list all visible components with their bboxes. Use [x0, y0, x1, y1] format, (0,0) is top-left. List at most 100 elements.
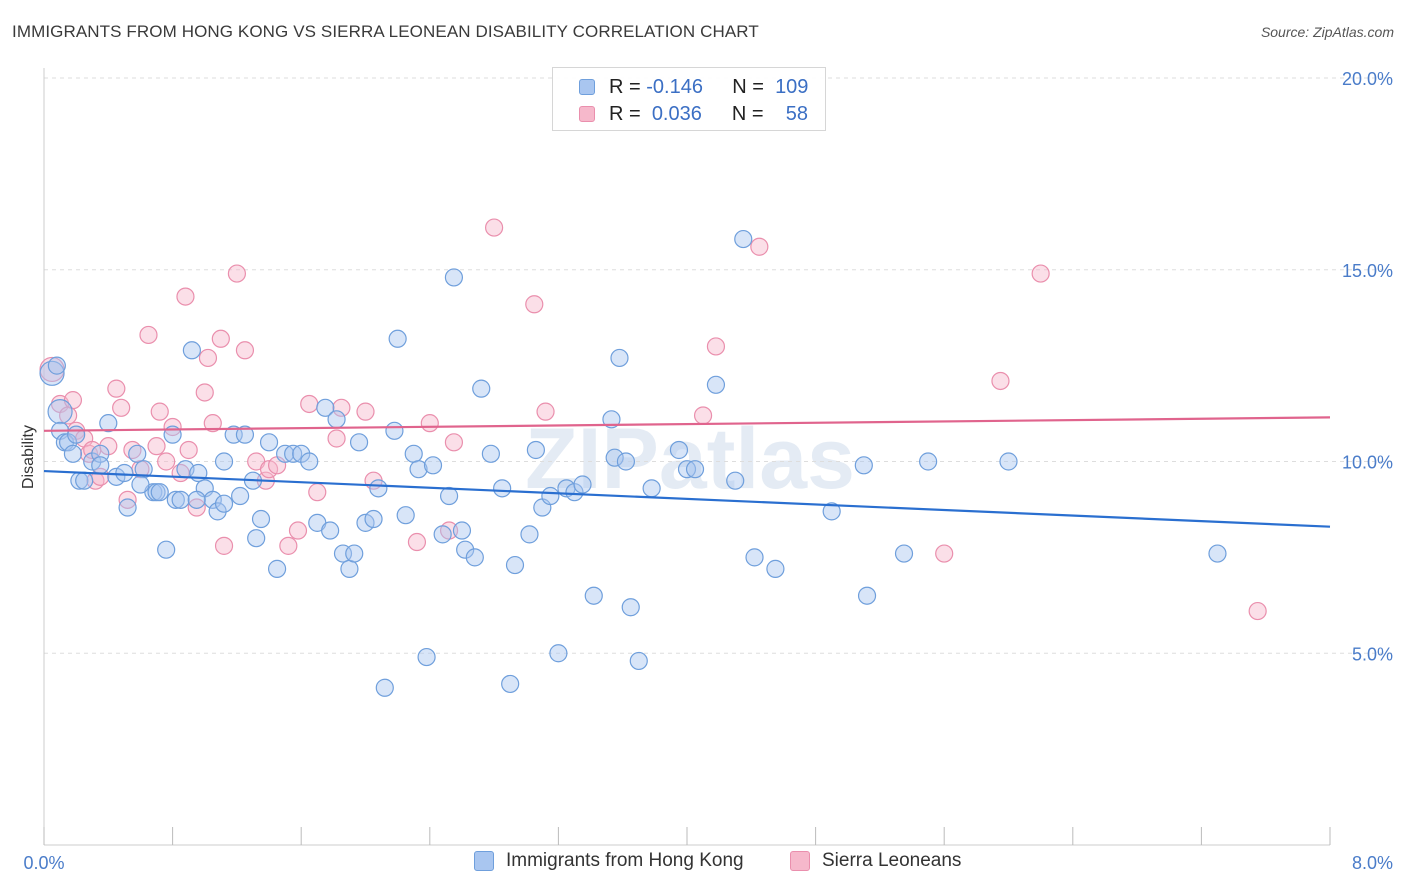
hong-kong-point: [520, 525, 539, 544]
r-label: R =: [609, 102, 641, 125]
sierra-leonean-point: [525, 295, 544, 314]
hong-kong-point: [247, 529, 266, 548]
hong-kong-point: [115, 463, 134, 483]
legend-item-sierra-leoneans: Sierra Leoneans: [790, 850, 961, 872]
hong-kong-point: [375, 678, 394, 697]
hong-kong-point: [433, 525, 452, 544]
hong-kong-point: [259, 433, 279, 452]
correlation-legend: R = -0.146 N = 109 R = 0.036 N = 58: [552, 67, 826, 131]
hong-kong-point: [67, 425, 86, 444]
hong-kong-point: [642, 479, 661, 498]
hong-kong-point: [573, 475, 592, 494]
sierra-leonean-point: [327, 429, 346, 448]
hong-kong-point: [327, 410, 346, 429]
hong-kong-point: [345, 544, 364, 563]
hong-kong-point: [404, 444, 423, 463]
hong-kong-point: [396, 506, 415, 525]
hong-kong-point: [340, 559, 359, 578]
sierra-leonean-trend-line: [43, 416, 1331, 432]
hong-kong-point: [526, 440, 545, 460]
hong-kong-point: [91, 456, 110, 475]
hong-kong-point: [231, 486, 250, 506]
sierra-leonean-point: [332, 398, 351, 417]
y-tick-label: 10.0%: [1342, 453, 1393, 473]
y-tick-label: 5.0%: [1352, 644, 1393, 664]
hong-kong-point: [919, 452, 938, 471]
sierra-leonean-point: [935, 544, 954, 563]
hong-kong-point: [541, 486, 560, 506]
hong-kong-point: [131, 475, 150, 494]
hong-kong-point: [456, 540, 475, 559]
watermark: ZIPatlas: [525, 411, 855, 507]
sierra-leonean-point: [107, 379, 126, 398]
sierra-leonean-point: [176, 287, 195, 306]
hong-kong-point: [203, 490, 222, 509]
hong-kong-point: [214, 452, 234, 471]
hong-kong-point: [47, 399, 73, 425]
y-tick-label: 15.0%: [1342, 261, 1393, 281]
hong-kong-point: [182, 341, 201, 360]
hong-kong-point: [417, 647, 436, 667]
hong-kong-point: [745, 548, 764, 567]
sierra-leonean-point: [211, 329, 230, 348]
hong-kong-point: [602, 410, 621, 429]
sierra-leonean-point: [235, 341, 255, 360]
hong-kong-point: [128, 444, 147, 463]
sierra-leonean-point: [187, 498, 206, 517]
sierra-leonean-point: [157, 452, 176, 471]
hong-kong-point: [549, 644, 568, 663]
hong-kong-point: [364, 509, 383, 529]
chart-title: IMMIGRANTS FROM HONG KONG VS SIERRA LEON…: [12, 22, 759, 41]
hong-kong-point: [171, 490, 190, 509]
sierra-leonean-point: [1031, 264, 1050, 283]
legend-label: Immigrants from Hong Kong: [506, 850, 744, 871]
sierra-leonean-point: [279, 536, 298, 555]
x-tick-label: 8.0%: [1352, 853, 1393, 873]
sierra-leonean-point: [179, 440, 198, 460]
sierra-leonean-point: [203, 414, 222, 433]
sierra-leonean-point: [300, 394, 319, 414]
legend-item-hong-kong: Immigrants from Hong Kong: [474, 850, 744, 872]
hong-kong-point: [621, 598, 640, 617]
hong-kong-point: [166, 490, 185, 509]
legend-swatch-pink: [579, 106, 595, 122]
hong-kong-point: [472, 379, 491, 398]
hong-kong-point: [118, 498, 137, 517]
sierra-leonean-point: [288, 521, 308, 540]
n-value: 58: [785, 102, 808, 125]
sierra-leonean-point: [118, 490, 137, 509]
legend-label: Sierra Leoneans: [822, 850, 962, 871]
hong-kong-point: [134, 460, 153, 479]
sierra-leonean-point: [356, 402, 375, 421]
hong-kong-trend-line: [43, 469, 1331, 528]
hong-kong-point: [251, 509, 271, 529]
hong-kong-point: [452, 521, 472, 540]
hong-kong-point: [999, 452, 1018, 471]
hong-kong-point: [423, 456, 443, 475]
n-value: 109: [775, 75, 809, 98]
hong-kong-point: [857, 586, 877, 605]
hong-kong-point: [706, 375, 726, 394]
sierra-leonean-point: [706, 337, 726, 356]
hong-kong-point: [505, 555, 525, 575]
r-value: -0.146: [646, 75, 703, 98]
legend-row-blue: R = -0.146 N = 109: [579, 74, 808, 100]
source-label: Source: ZipAtlas.com: [1260, 24, 1394, 40]
r-label: R =: [609, 75, 641, 98]
y-tick-labels: 5.0% 10.0% 15.0% 20.0%: [1342, 69, 1393, 664]
sierra-leonean-point: [308, 483, 327, 502]
x-tick-labels: 0.0% 8.0%: [23, 853, 1393, 873]
hong-kong-point: [481, 444, 500, 463]
series-hong-kong-points: [39, 229, 1227, 697]
sierra-leonean-point: [227, 264, 246, 283]
trend-lines: [43, 416, 1331, 528]
hong-kong-point: [616, 452, 636, 471]
r-value: 0.036: [651, 102, 702, 125]
series-legend: Immigrants from Hong Kong Sierra Leonean…: [0, 850, 1406, 878]
sierra-leonean-point: [139, 325, 158, 345]
hong-kong-point: [1208, 544, 1227, 563]
hong-kong-point: [766, 559, 785, 578]
sierra-leonean-point: [147, 437, 166, 456]
hong-kong-point: [157, 540, 176, 559]
